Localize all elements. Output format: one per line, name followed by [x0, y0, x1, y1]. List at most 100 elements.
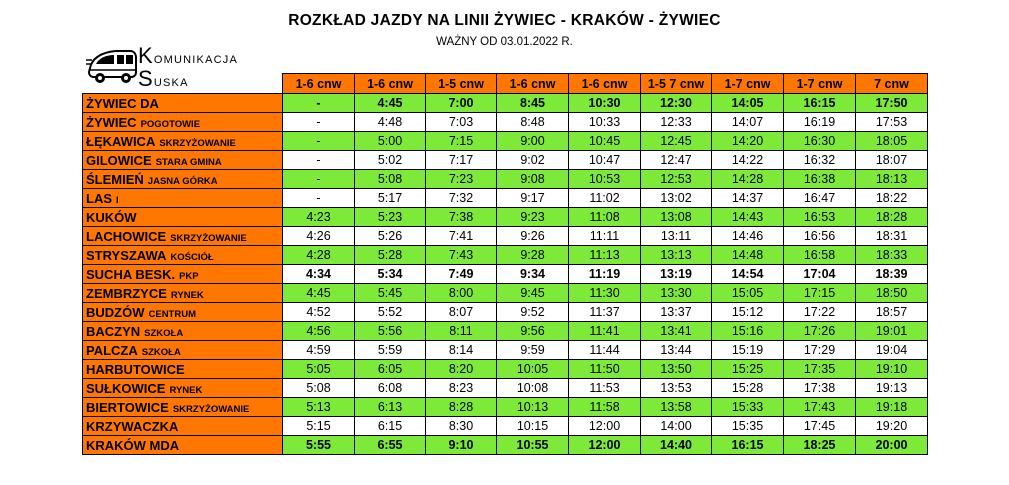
departure-time: 11:44: [568, 340, 641, 360]
departure-time: 8:23: [425, 378, 497, 398]
departure-time: 11:53: [568, 378, 641, 398]
departure-time: 5:52: [354, 302, 426, 322]
stop-name: ŻYWIEC DA: [86, 95, 159, 111]
departure-time: 18:07: [855, 150, 928, 170]
departure-time: 10:05: [496, 359, 569, 379]
stop-name: BUDZÓW: [86, 304, 145, 320]
departure-time: 13:30: [640, 283, 712, 303]
departure-time: 11:58: [568, 397, 641, 417]
departure-time: 20:00: [855, 435, 928, 455]
logo-initial-k: K: [138, 43, 154, 68]
table-row: HARBUTOWICE 5:05 6:05 8:20 10:05 11:50 13:50 15…: [82, 359, 928, 379]
departure-time: 14:54: [711, 264, 784, 284]
table-row: STRYSZAWA KOŚCIÓŁ 4:28 5:28 7:43 9:28 11:13 13:…: [82, 245, 928, 265]
departure-time: 11:30: [568, 283, 641, 303]
departure-time: 14:28: [711, 169, 784, 189]
departure-time: 9:34: [496, 264, 569, 284]
column-header: 1-5 7 cnw: [640, 73, 712, 94]
departure-time: 10:53: [568, 169, 641, 189]
departure-time: -: [282, 112, 355, 132]
departure-time: 7:23: [425, 169, 497, 189]
stop-name-cell: ŻYWIEC POGOTOWIE: [82, 112, 283, 132]
departure-time: 8:28: [425, 397, 497, 417]
departure-time: 4:56: [282, 321, 355, 341]
departure-time: 11:19: [568, 264, 641, 284]
departure-time: 7:03: [425, 112, 497, 132]
departure-time: 6:15: [354, 416, 426, 436]
stop-detail: JASNA GÓRKA: [147, 175, 218, 187]
departure-time: 7:41: [425, 226, 497, 246]
departure-time: 12:00: [568, 435, 641, 455]
departure-time: 18:50: [855, 283, 928, 303]
departure-time: 10:55: [496, 435, 569, 455]
departure-time: 15:33: [711, 397, 784, 417]
departure-time: 4:52: [282, 302, 355, 322]
departure-time: 6:55: [354, 435, 426, 455]
departure-time: 7:17: [425, 150, 497, 170]
stop-detail: CENTRUM: [148, 308, 197, 320]
stop-name: HARBUTOWICE: [86, 361, 185, 377]
departure-time: 6:13: [354, 397, 426, 417]
stop-name-cell: SUŁKOWICE RYNEK: [82, 378, 283, 398]
stop-detail: PKP: [179, 270, 199, 282]
stop-name-cell: BIERTOWICE SKRZYŻOWANIE: [82, 397, 283, 417]
departure-time: 15:19: [711, 340, 784, 360]
departure-time: 4:48: [354, 112, 426, 132]
table-row: ZEMBRZYCE RYNEK 4:45 5:45 8:00 9:45 11:30 13:30…: [82, 283, 928, 303]
table-row: ŻYWIEC DA -4:45 7:00 8:45 10:30 12:30 14:05 16:…: [82, 93, 928, 113]
departure-time: 10:13: [496, 397, 569, 417]
departure-time: 16:19: [783, 112, 856, 132]
departure-time: 11:50: [568, 359, 641, 379]
departure-time: 8:00: [425, 283, 497, 303]
stop-name: ZEMBRZYCE: [86, 285, 167, 301]
departure-time: 16:38: [783, 169, 856, 189]
table-row: SUCHA BESK. PKP 4:34 5:34 7:49 9:34 11:19 13:19…: [82, 264, 928, 284]
header-corner: [83, 74, 283, 94]
stop-detail: RYNEK: [169, 384, 203, 396]
departure-time: 13:44: [640, 340, 712, 360]
departure-time: 10:45: [568, 131, 641, 151]
departure-time: 19:01: [855, 321, 928, 341]
departure-time: 9:26: [496, 226, 569, 246]
departure-time: 5:55: [282, 435, 355, 455]
departure-time: 8:30: [425, 416, 497, 436]
departure-time: 16:15: [711, 435, 784, 455]
departure-time: 16:56: [783, 226, 856, 246]
departure-time: 17:53: [855, 112, 928, 132]
departure-time: 7:49: [425, 264, 497, 284]
stop-name-cell: KRAKÓW MDA: [82, 435, 283, 455]
departure-time: 5:15: [282, 416, 355, 436]
departure-time: 9:08: [496, 169, 569, 189]
departure-time: 19:20: [855, 416, 928, 436]
stop-name-cell: ZEMBRZYCE RYNEK: [82, 283, 283, 303]
departure-time: 4:26: [282, 226, 355, 246]
departure-time: 19:18: [855, 397, 928, 417]
column-header: 1-6 cnw: [354, 73, 426, 94]
departure-time: 13:19: [640, 264, 712, 284]
departure-time: 5:45: [354, 283, 426, 303]
departure-time: 11:08: [568, 207, 641, 227]
stop-detail: SZKOŁA: [144, 327, 184, 339]
departure-time: 9:02: [496, 150, 569, 170]
departure-time: 4:28: [282, 245, 355, 265]
departure-time: 13:02: [640, 188, 712, 208]
departure-time: 11:02: [568, 188, 641, 208]
departure-time: 8:48: [496, 112, 569, 132]
departure-time: 16:53: [783, 207, 856, 227]
stop-name: ŻYWIEC: [86, 114, 137, 130]
departure-time: 9:10: [425, 435, 497, 455]
departure-time: 9:59: [496, 340, 569, 360]
stop-name: KRZYWACZKA: [86, 418, 179, 434]
departure-time: 18:05: [855, 131, 928, 151]
departure-time: 5:17: [354, 188, 426, 208]
stop-detail: KOŚCIÓŁ: [170, 251, 214, 263]
departure-time: 14:00: [640, 416, 712, 436]
departure-time: -: [282, 150, 355, 170]
departure-time: 12:00: [568, 416, 641, 436]
departure-time: 17:43: [783, 397, 856, 417]
departure-time: 11:13: [568, 245, 641, 265]
logo-initial-s: S: [138, 66, 154, 91]
stop-name: KRAKÓW MDA: [86, 437, 180, 453]
departure-time: 18:13: [855, 169, 928, 189]
departure-time: 5:26: [354, 226, 426, 246]
